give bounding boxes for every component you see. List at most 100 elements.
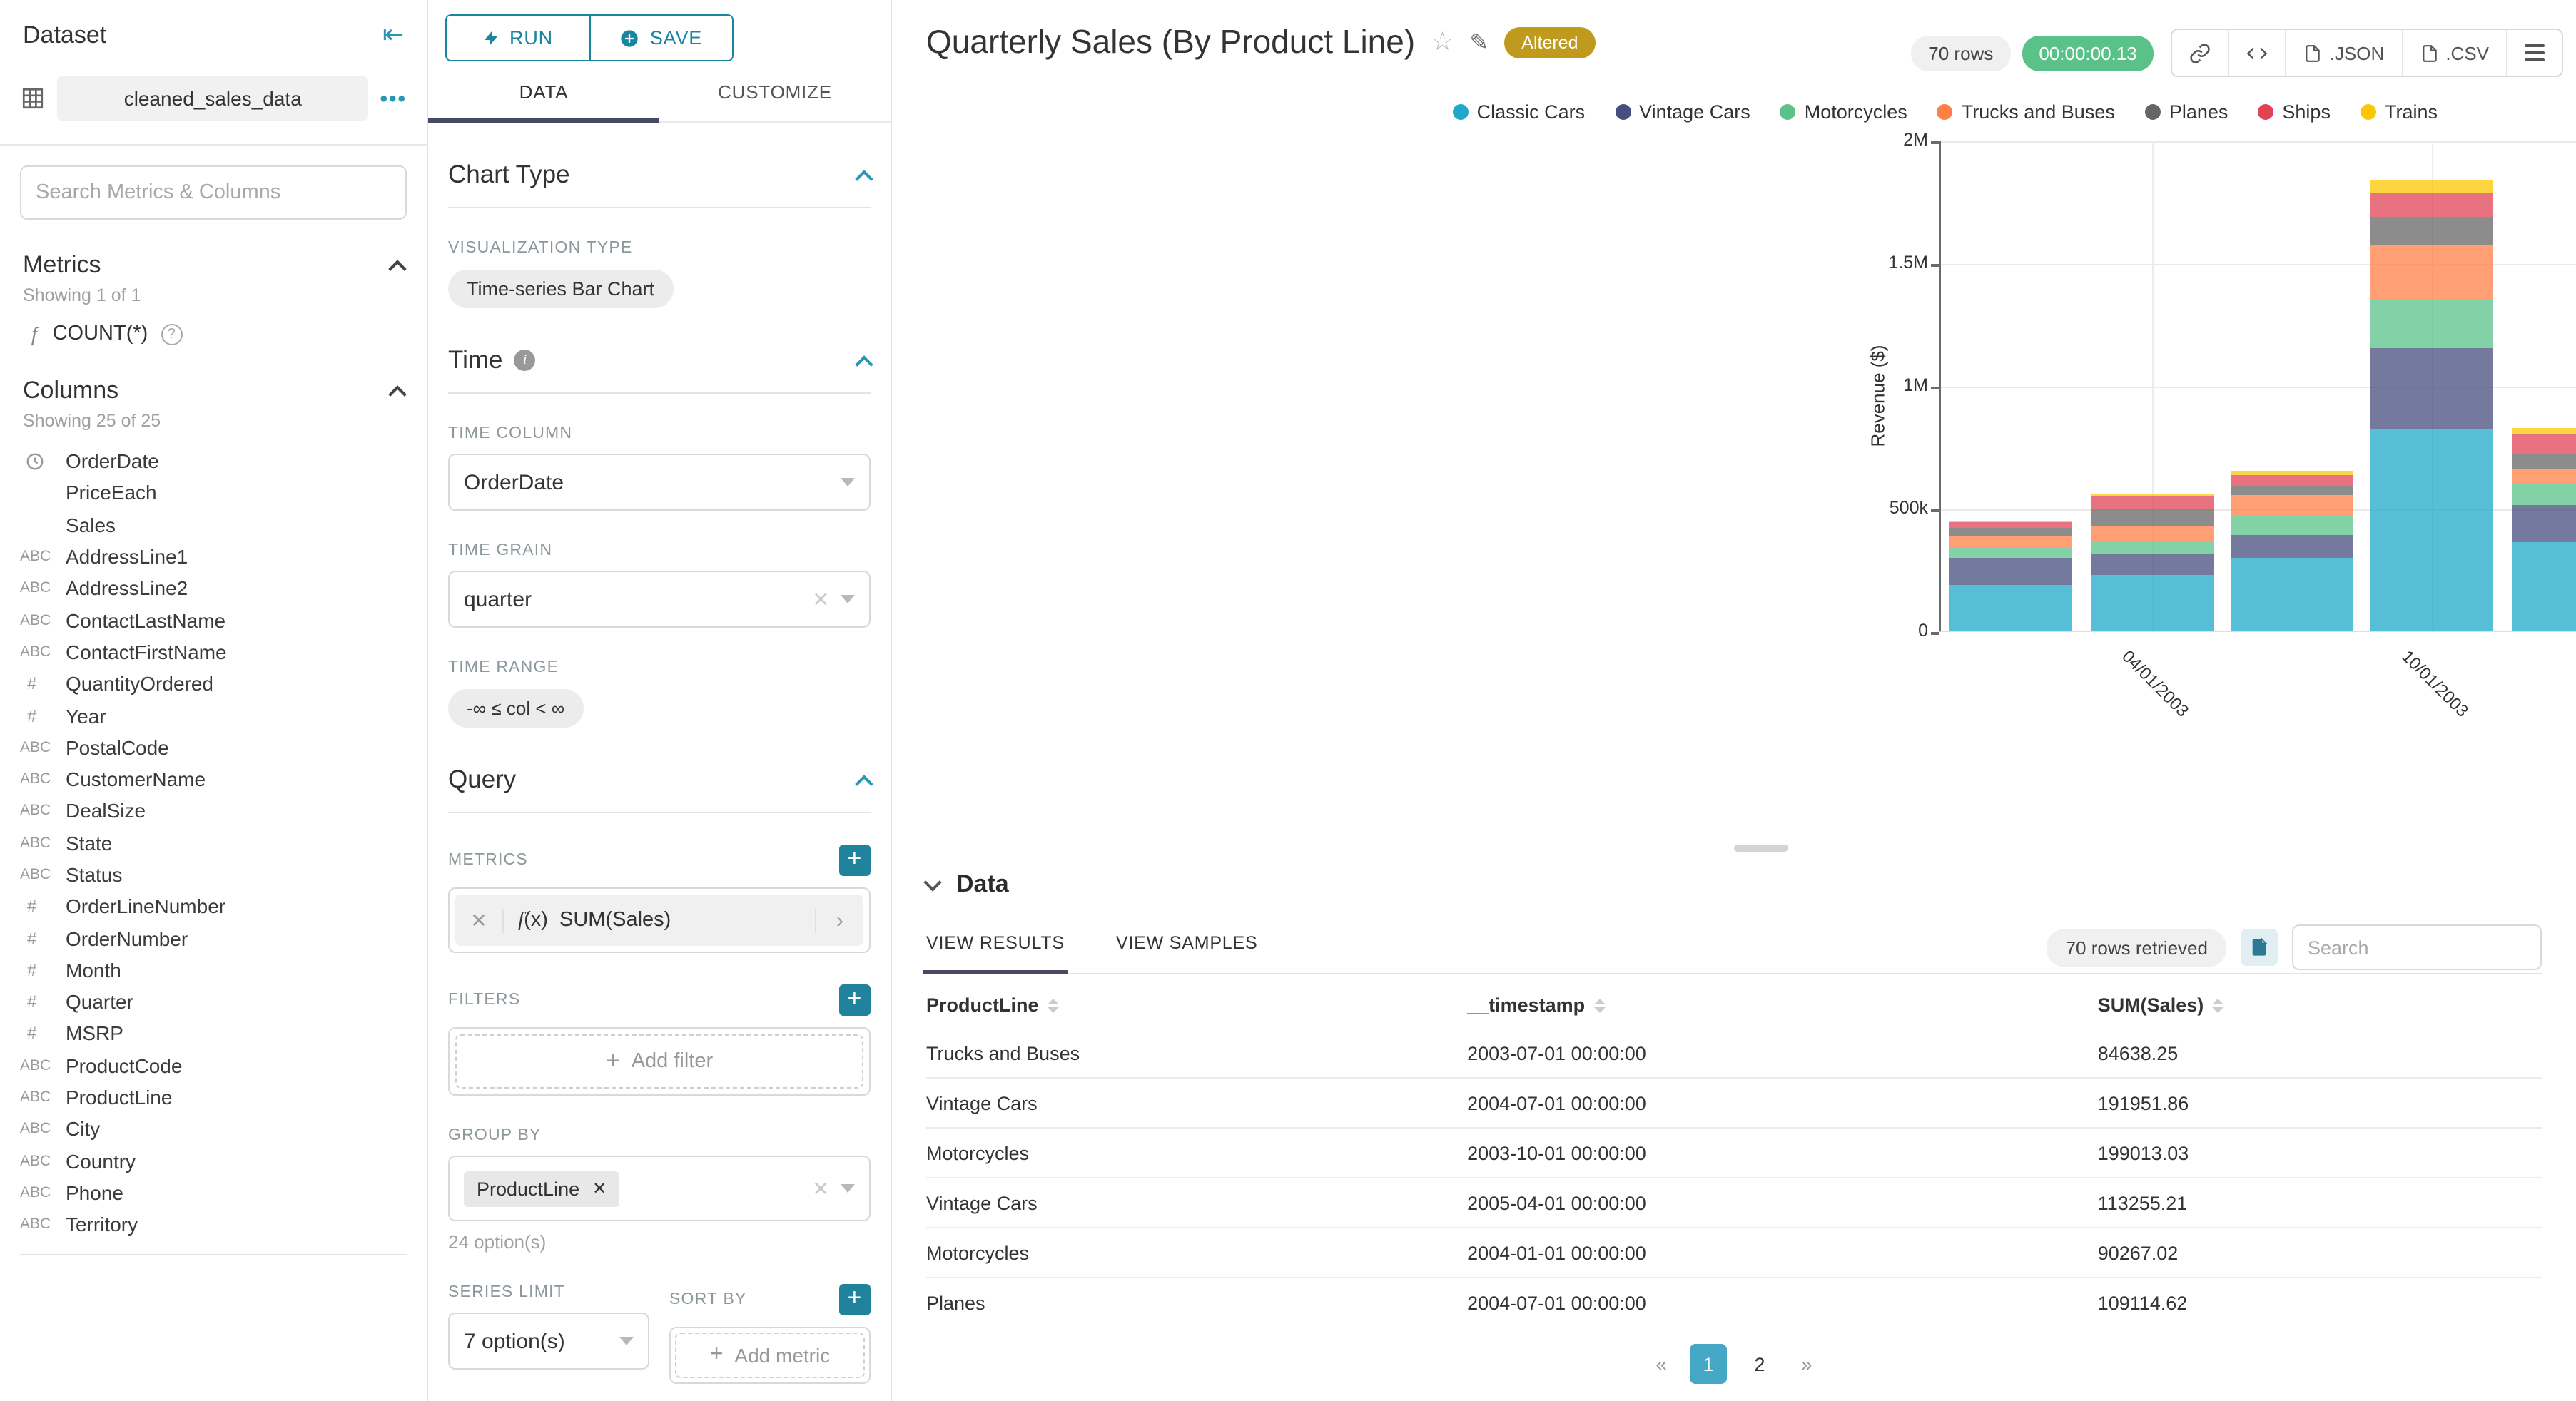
bar-segment-trucks-and-buses[interactable]: [1949, 536, 2073, 548]
copy-link-button[interactable]: [2173, 30, 2228, 76]
chevron-up-icon[interactable]: [388, 259, 407, 277]
tab-data[interactable]: DATA: [428, 81, 659, 123]
bar-segment-trains[interactable]: [2511, 428, 2576, 433]
bar-segment-trucks-and-buses[interactable]: [2231, 495, 2353, 517]
remove-tag-icon[interactable]: ✕: [592, 1178, 607, 1198]
bar-segment-ships[interactable]: [2231, 474, 2353, 486]
bar-segment-motorcycles[interactable]: [2370, 299, 2494, 349]
panel-resize-handle[interactable]: [1734, 845, 1788, 852]
pagination-prev[interactable]: «: [1655, 1352, 1667, 1375]
run-button[interactable]: RUN: [447, 16, 589, 60]
column-item-quarter[interactable]: # Quarter: [0, 986, 427, 1018]
collapse-sidebar-icon[interactable]: ⇤: [382, 20, 404, 49]
column-item-year[interactable]: # Year: [0, 700, 427, 732]
viz-type-value[interactable]: Time-series Bar Chart: [448, 270, 674, 308]
bar-segment-ships[interactable]: [1949, 522, 2073, 528]
column-item-postalcode[interactable]: ABC PostalCode: [0, 731, 427, 763]
results-search-box[interactable]: [2292, 924, 2542, 970]
bar-segment-classic-cars[interactable]: [2090, 575, 2214, 631]
table-column-header-productline[interactable]: ProductLine: [926, 977, 1467, 1029]
more-options-menu-button[interactable]: [2506, 30, 2562, 76]
bar-segment-vintage-cars[interactable]: [2511, 505, 2576, 543]
column-item-contactfirstname[interactable]: ABC ContactFirstName: [0, 636, 427, 668]
legend-item-planes[interactable]: Planes: [2144, 101, 2228, 123]
bar-segment-trucks-and-buses[interactable]: [2090, 526, 2214, 543]
column-item-priceeach[interactable]: PriceEach: [0, 477, 427, 509]
bar-segment-classic-cars[interactable]: [1949, 585, 2073, 631]
bar-segment-motorcycles[interactable]: [2090, 542, 2214, 554]
column-item-orderlinenumber[interactable]: # OrderLineNumber: [0, 890, 427, 922]
tab-view-samples[interactable]: VIEW SAMPLES: [1115, 933, 1258, 953]
bar-segment-classic-cars[interactable]: [2511, 542, 2576, 631]
group-by-tag[interactable]: ProductLine ✕: [464, 1171, 620, 1206]
column-item-sales[interactable]: Sales: [0, 509, 427, 541]
bar-segment-trucks-and-buses[interactable]: [2370, 245, 2494, 300]
bar-segment-trains[interactable]: [1949, 521, 2073, 523]
add-filter-dropzone[interactable]: + Add filter: [455, 1034, 863, 1089]
legend-item-trains[interactable]: Trains: [2360, 101, 2438, 123]
chevron-up-icon[interactable]: [855, 774, 873, 793]
bar-2004-01-01[interactable]: [2511, 140, 2576, 631]
bar-segment-classic-cars[interactable]: [2370, 429, 2494, 631]
column-item-productcode[interactable]: ABC ProductCode: [0, 1049, 427, 1081]
column-item-ordernumber[interactable]: # OrderNumber: [0, 922, 427, 954]
column-item-territory[interactable]: ABC Territory: [0, 1208, 427, 1240]
bar-segment-ships[interactable]: [2370, 193, 2494, 216]
bar-segment-vintage-cars[interactable]: [2090, 553, 2214, 576]
table-column-header-sum-sales-[interactable]: SUM(Sales): [2098, 977, 2542, 1029]
dataset-name[interactable]: cleaned_sales_data: [57, 76, 369, 121]
bar-segment-trains[interactable]: [2090, 493, 2214, 497]
pagination-page-2[interactable]: 2: [1754, 1353, 1765, 1375]
search-metrics-input[interactable]: [36, 181, 391, 204]
metric-item-count[interactable]: ƒ COUNT(*) ?: [0, 305, 427, 345]
bar-segment-motorcycles[interactable]: [2231, 516, 2353, 535]
save-button[interactable]: SAVE: [589, 16, 732, 60]
pagination-page-1[interactable]: 1: [1690, 1344, 1727, 1384]
column-item-city[interactable]: ABC City: [0, 1113, 427, 1145]
add-sort-metric-button[interactable]: +: [839, 1284, 871, 1315]
add-filter-button[interactable]: +: [839, 984, 871, 1016]
chevron-up-icon[interactable]: [388, 384, 407, 403]
collapse-data-panel-icon[interactable]: [923, 872, 942, 891]
sort-icon[interactable]: [1593, 999, 1606, 1014]
column-item-addressline1[interactable]: ABC AddressLine1: [0, 541, 427, 573]
copy-data-button[interactable]: [2241, 929, 2278, 966]
remove-metric-icon[interactable]: ✕: [455, 908, 504, 932]
bar-segment-planes[interactable]: [2511, 454, 2576, 470]
bar-segment-classic-cars[interactable]: [2231, 558, 2353, 631]
legend-item-vintage-cars[interactable]: Vintage Cars: [1615, 101, 1750, 123]
column-item-country[interactable]: ABC Country: [0, 1145, 427, 1177]
bar-segment-planes[interactable]: [2090, 509, 2214, 526]
bar-segment-vintage-cars[interactable]: [2370, 348, 2494, 429]
column-item-status[interactable]: ABC Status: [0, 859, 427, 891]
bar-segment-motorcycles[interactable]: [1949, 547, 2073, 559]
export-csv-button[interactable]: .CSV: [2401, 30, 2506, 76]
dataset-options-menu[interactable]: •••: [380, 86, 407, 111]
tab-customize[interactable]: CUSTOMIZE: [718, 81, 832, 103]
time-range-value[interactable]: -∞ ≤ col < ∞: [448, 689, 584, 728]
group-by-select[interactable]: ProductLine ✕ ✕: [448, 1156, 871, 1221]
chevron-up-icon[interactable]: [855, 355, 873, 373]
export-json-button[interactable]: .JSON: [2285, 30, 2402, 76]
metric-pill[interactable]: ✕ f(x) SUM(Sales) ›: [455, 895, 863, 946]
favorite-star-icon[interactable]: ☆: [1431, 27, 1454, 56]
chevron-right-icon[interactable]: ›: [815, 908, 863, 932]
bar-segment-planes[interactable]: [2231, 486, 2353, 496]
bar-2003-04-01[interactable]: [2090, 140, 2214, 631]
clear-icon[interactable]: ✕: [812, 1176, 829, 1199]
legend-item-trucks-and-buses[interactable]: Trucks and Buses: [1937, 101, 2115, 123]
column-item-month[interactable]: # Month: [0, 954, 427, 987]
table-column-header--timestamp[interactable]: __timestamp: [1467, 977, 2098, 1029]
column-item-productline[interactable]: ABC ProductLine: [0, 1081, 427, 1114]
bar-segment-planes[interactable]: [2370, 216, 2494, 246]
bar-segment-planes[interactable]: [1949, 527, 2073, 536]
sort-icon[interactable]: [2212, 999, 2224, 1014]
bar-segment-trucks-and-buses[interactable]: [2511, 469, 2576, 484]
series-limit-select[interactable]: 7 option(s): [448, 1313, 649, 1370]
column-item-orderdate[interactable]: OrderDate: [0, 445, 427, 477]
add-sort-metric-dropzone[interactable]: + Add metric: [675, 1333, 865, 1378]
bar-segment-motorcycles[interactable]: [2511, 483, 2576, 506]
clear-icon[interactable]: ✕: [812, 587, 829, 610]
bar-segment-trains[interactable]: [2231, 471, 2353, 475]
column-item-customername[interactable]: ABC CustomerName: [0, 763, 427, 795]
